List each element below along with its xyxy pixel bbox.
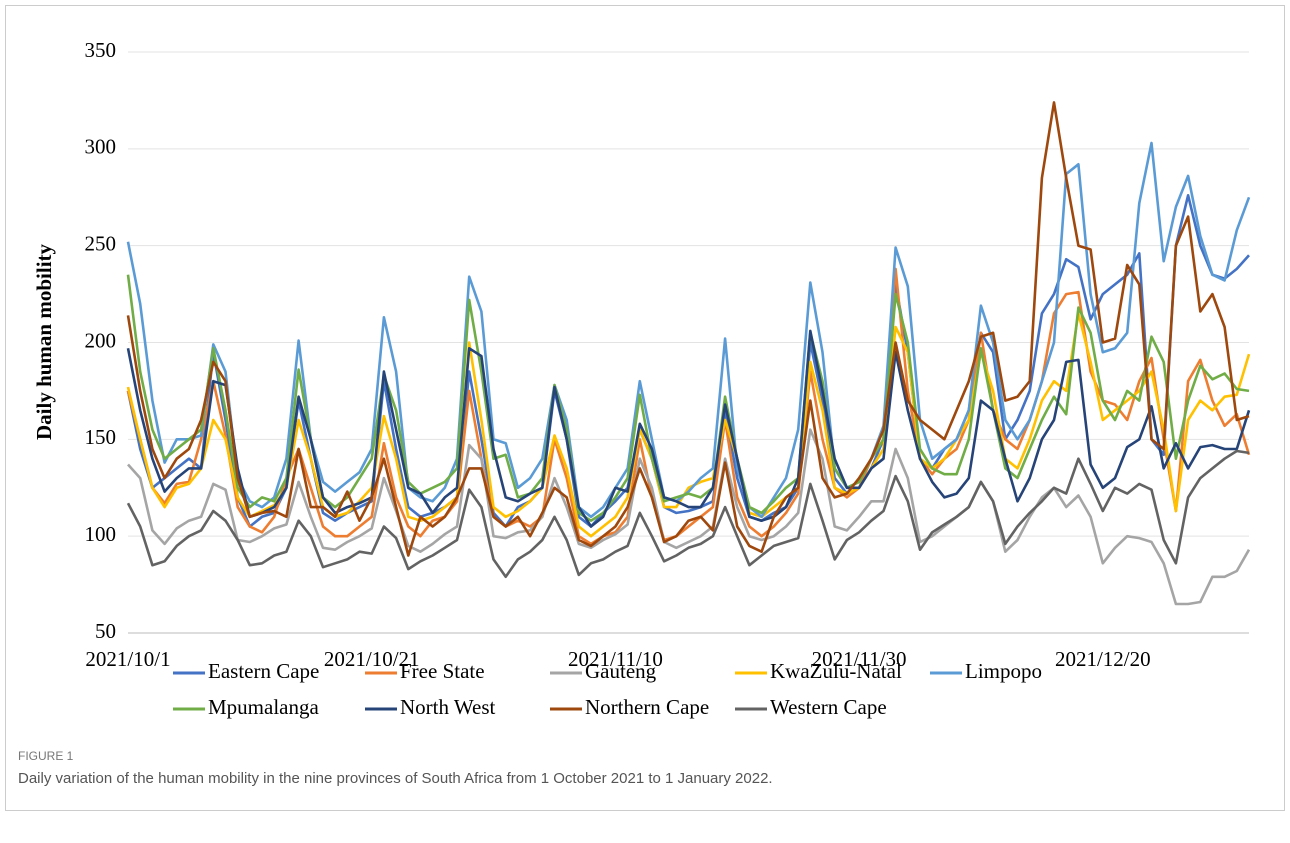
legend-label: Mpumalanga	[208, 695, 319, 719]
series-line	[126, 274, 1250, 522]
series-line	[126, 312, 1251, 538]
y-axis-label: Daily human mobility	[32, 243, 56, 440]
x-tick-label: 2021/10/21	[324, 647, 420, 671]
y-tick-label: 150	[85, 425, 117, 449]
y-tick-label: 250	[85, 231, 117, 255]
figure-label: FIGURE 1	[18, 749, 74, 763]
legend-label: Gauteng	[585, 659, 657, 683]
caption: Daily variation of the human mobility in…	[18, 770, 773, 787]
y-tick-label: 50	[95, 619, 116, 643]
x-tick-label: 2021/10/1	[85, 647, 170, 671]
legend-label: Limpopo	[965, 659, 1042, 683]
legend-label: Western Cape	[770, 695, 887, 719]
series-line	[126, 329, 1251, 528]
legend-label: Northern Cape	[585, 695, 709, 719]
legend-label: Free State	[400, 659, 485, 683]
y-tick-label: 350	[85, 38, 117, 62]
legend-label: North West	[400, 695, 495, 719]
series-line	[126, 267, 1251, 546]
y-tick-label: 100	[85, 522, 117, 546]
series-line	[127, 428, 1251, 606]
y-tick-label: 300	[85, 135, 117, 159]
x-tick-label: 2021/11/30	[812, 647, 907, 671]
legend-label: Eastern Cape	[208, 659, 319, 683]
frame	[5, 5, 1285, 811]
x-tick-label: 2021/11/10	[568, 647, 663, 671]
series-line	[126, 449, 1250, 579]
legend-label: KwaZulu-Natal	[770, 659, 902, 683]
series-line	[126, 101, 1250, 557]
y-tick-label: 200	[85, 328, 117, 352]
x-tick-label: 2021/12/20	[1055, 647, 1151, 671]
